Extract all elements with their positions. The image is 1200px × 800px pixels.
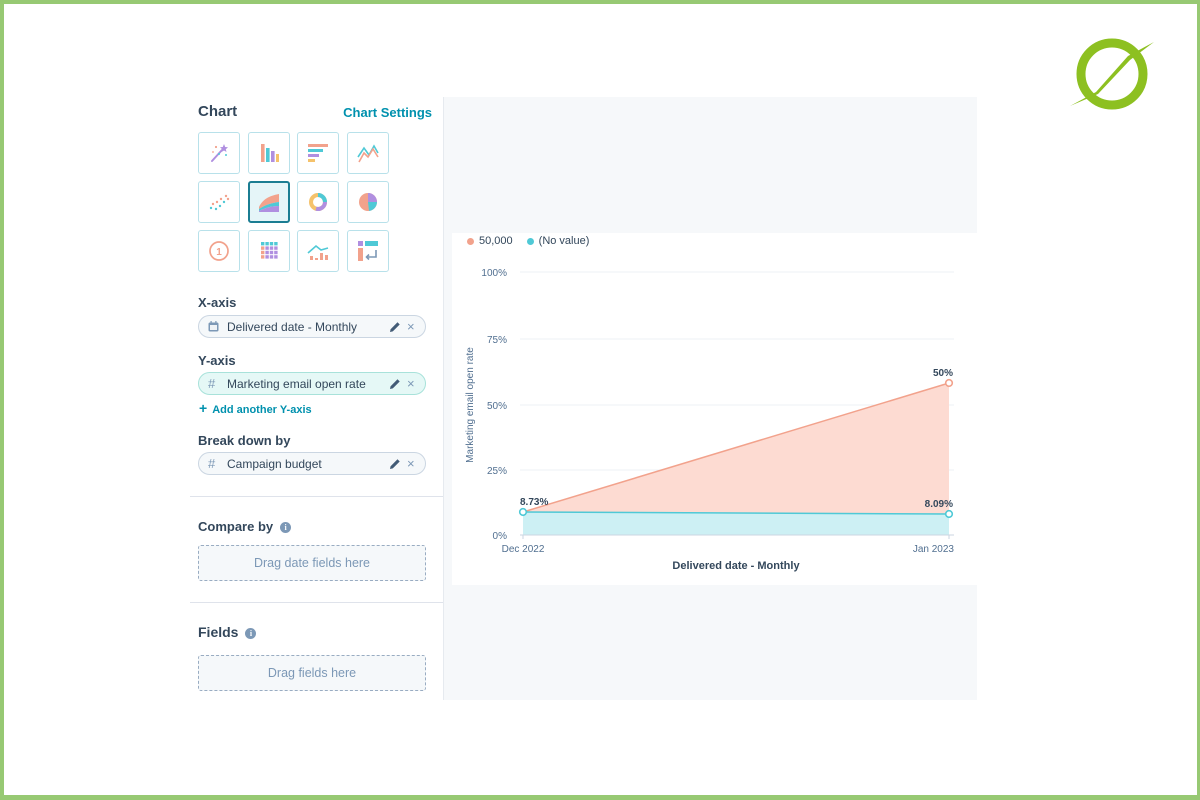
table-chart-icon (357, 241, 378, 261)
chart-type-horizontal-bar[interactable] (297, 132, 339, 174)
panel-divider (443, 97, 444, 700)
area-chart-icon (258, 194, 279, 212)
area-no-value (523, 512, 949, 535)
info-icon[interactable]: i (280, 522, 292, 533)
break-down-field-chip[interactable]: # Campaign budget × (198, 452, 426, 475)
brand-logo-icon (1070, 38, 1154, 110)
plus-icon: + (199, 400, 208, 416)
x-tick-dec-2022: Dec 2022 (502, 544, 545, 555)
chart-card: 50,000 (No value) 100% 75% 50% 25% 0% Ma… (452, 233, 977, 585)
y-tick-25: 25% (487, 466, 507, 477)
chart-type-scatter[interactable] (198, 181, 240, 223)
svg-text:1: 1 (216, 247, 222, 258)
chart-type-combination[interactable] (297, 230, 339, 272)
y-axis-title: Marketing email open rate (465, 347, 476, 463)
x-axis-title: Delivered date - Monthly (672, 560, 800, 572)
pencil-icon[interactable] (389, 378, 401, 390)
line-50000 (522, 382, 950, 513)
section-divider (190, 602, 444, 603)
legend-item-50000[interactable]: 50,000 (467, 235, 513, 247)
compare-by-heading: Compare by i (198, 519, 292, 534)
fields-label: Fields (198, 624, 239, 640)
break-down-label: Break down by (198, 433, 291, 448)
chart-type-grid: 1 (198, 132, 389, 272)
y-axis-field-chip[interactable]: # Marketing email open rate × (198, 372, 426, 395)
compare-by-dropzone[interactable]: Drag date fields here (198, 545, 426, 581)
break-down-field-name: Campaign budget (227, 456, 322, 471)
line-no-value (522, 511, 950, 515)
vertical-bar-chart-icon (260, 144, 279, 162)
x-axis-field-name: Delivered date - Monthly (227, 319, 358, 334)
chart-type-table[interactable] (346, 230, 389, 272)
point-no-value-dec[interactable] (518, 507, 528, 517)
fields-dropzone[interactable]: Drag fields here (198, 655, 426, 691)
y-axis-label: Y-axis (198, 353, 236, 368)
line-chart-icon (356, 144, 379, 163)
magic-wand-icon (211, 144, 228, 162)
chart-type-pie[interactable] (346, 181, 389, 223)
point-no-value-jan[interactable] (944, 509, 954, 519)
chart-section-title: Chart (198, 103, 238, 120)
remove-break-down-icon[interactable]: × (407, 456, 415, 471)
info-icon[interactable]: i (245, 628, 257, 639)
section-divider (190, 496, 444, 497)
pencil-icon[interactable] (389, 458, 401, 470)
remove-x-axis-icon[interactable]: × (407, 319, 415, 334)
horizontal-bar-chart-icon (308, 144, 328, 162)
chart-config-panel: Chart Chart Settings (190, 97, 444, 700)
add-y-axis-button[interactable]: + Add another Y-axis (199, 400, 312, 416)
hash-icon: # (208, 456, 216, 471)
x-axis-label: X-axis (198, 295, 237, 310)
chart-type-auto[interactable] (198, 132, 240, 174)
legend-item-no-value[interactable]: (No value) (526, 235, 590, 247)
summary-number-icon: 1 (209, 241, 229, 261)
y-tick-50: 50% (487, 401, 507, 412)
legend-dot-orange-icon (467, 237, 474, 245)
remove-y-axis-icon[interactable]: × (407, 376, 415, 391)
chart-type-line[interactable] (346, 132, 389, 174)
fields-heading: Fields i (198, 624, 257, 640)
y-axis-field-name: Marketing email open rate (227, 376, 366, 391)
hash-icon: # (208, 376, 216, 391)
compare-by-label: Compare by (198, 519, 274, 534)
point-50000-jan[interactable] (944, 378, 954, 388)
chart-type-vertical-bar[interactable] (247, 132, 290, 174)
scatter-chart-icon (209, 194, 230, 211)
combination-chart-icon (307, 244, 329, 260)
pie-chart-icon (358, 193, 377, 211)
data-label-8-09: 8.09% (925, 499, 953, 510)
data-label-50: 50% (933, 368, 953, 379)
legend-dot-teal-icon (526, 237, 534, 245)
chart-type-summary[interactable]: 1 (198, 230, 240, 272)
pivot-table-icon (260, 242, 278, 259)
y-tick-100: 100% (481, 268, 507, 279)
add-y-axis-label: Add another Y-axis (212, 404, 312, 416)
area-chart-plot: 100% 75% 50% 25% 0% Marketing email open… (465, 268, 955, 572)
chart-legend: 50,000 (No value) (467, 235, 589, 247)
calendar-icon (208, 321, 220, 332)
x-axis-field-chip[interactable]: Delivered date - Monthly × (198, 315, 426, 338)
chart-type-pivot-table[interactable] (247, 230, 290, 272)
x-tick-jan-2023: Jan 2023 (913, 544, 955, 555)
data-label-8-73: 8.73% (520, 497, 548, 508)
chart-settings-link[interactable]: Chart Settings (343, 105, 432, 120)
chart-type-donut[interactable] (297, 181, 339, 223)
y-tick-75: 75% (487, 335, 507, 346)
legend-label: 50,000 (479, 235, 513, 247)
legend-label: (No value) (538, 235, 590, 247)
donut-chart-icon (309, 193, 327, 211)
pencil-icon[interactable] (389, 321, 401, 333)
chart-type-area[interactable] (247, 181, 290, 223)
y-tick-0: 0% (493, 531, 508, 542)
